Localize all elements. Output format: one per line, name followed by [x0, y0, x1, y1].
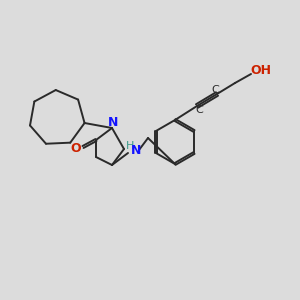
- Text: N: N: [108, 116, 118, 130]
- Text: N: N: [131, 145, 141, 158]
- Text: O: O: [71, 142, 81, 154]
- Text: OH: OH: [250, 64, 272, 77]
- Text: C: C: [195, 105, 203, 115]
- Text: H: H: [126, 141, 134, 151]
- Text: C: C: [211, 85, 219, 95]
